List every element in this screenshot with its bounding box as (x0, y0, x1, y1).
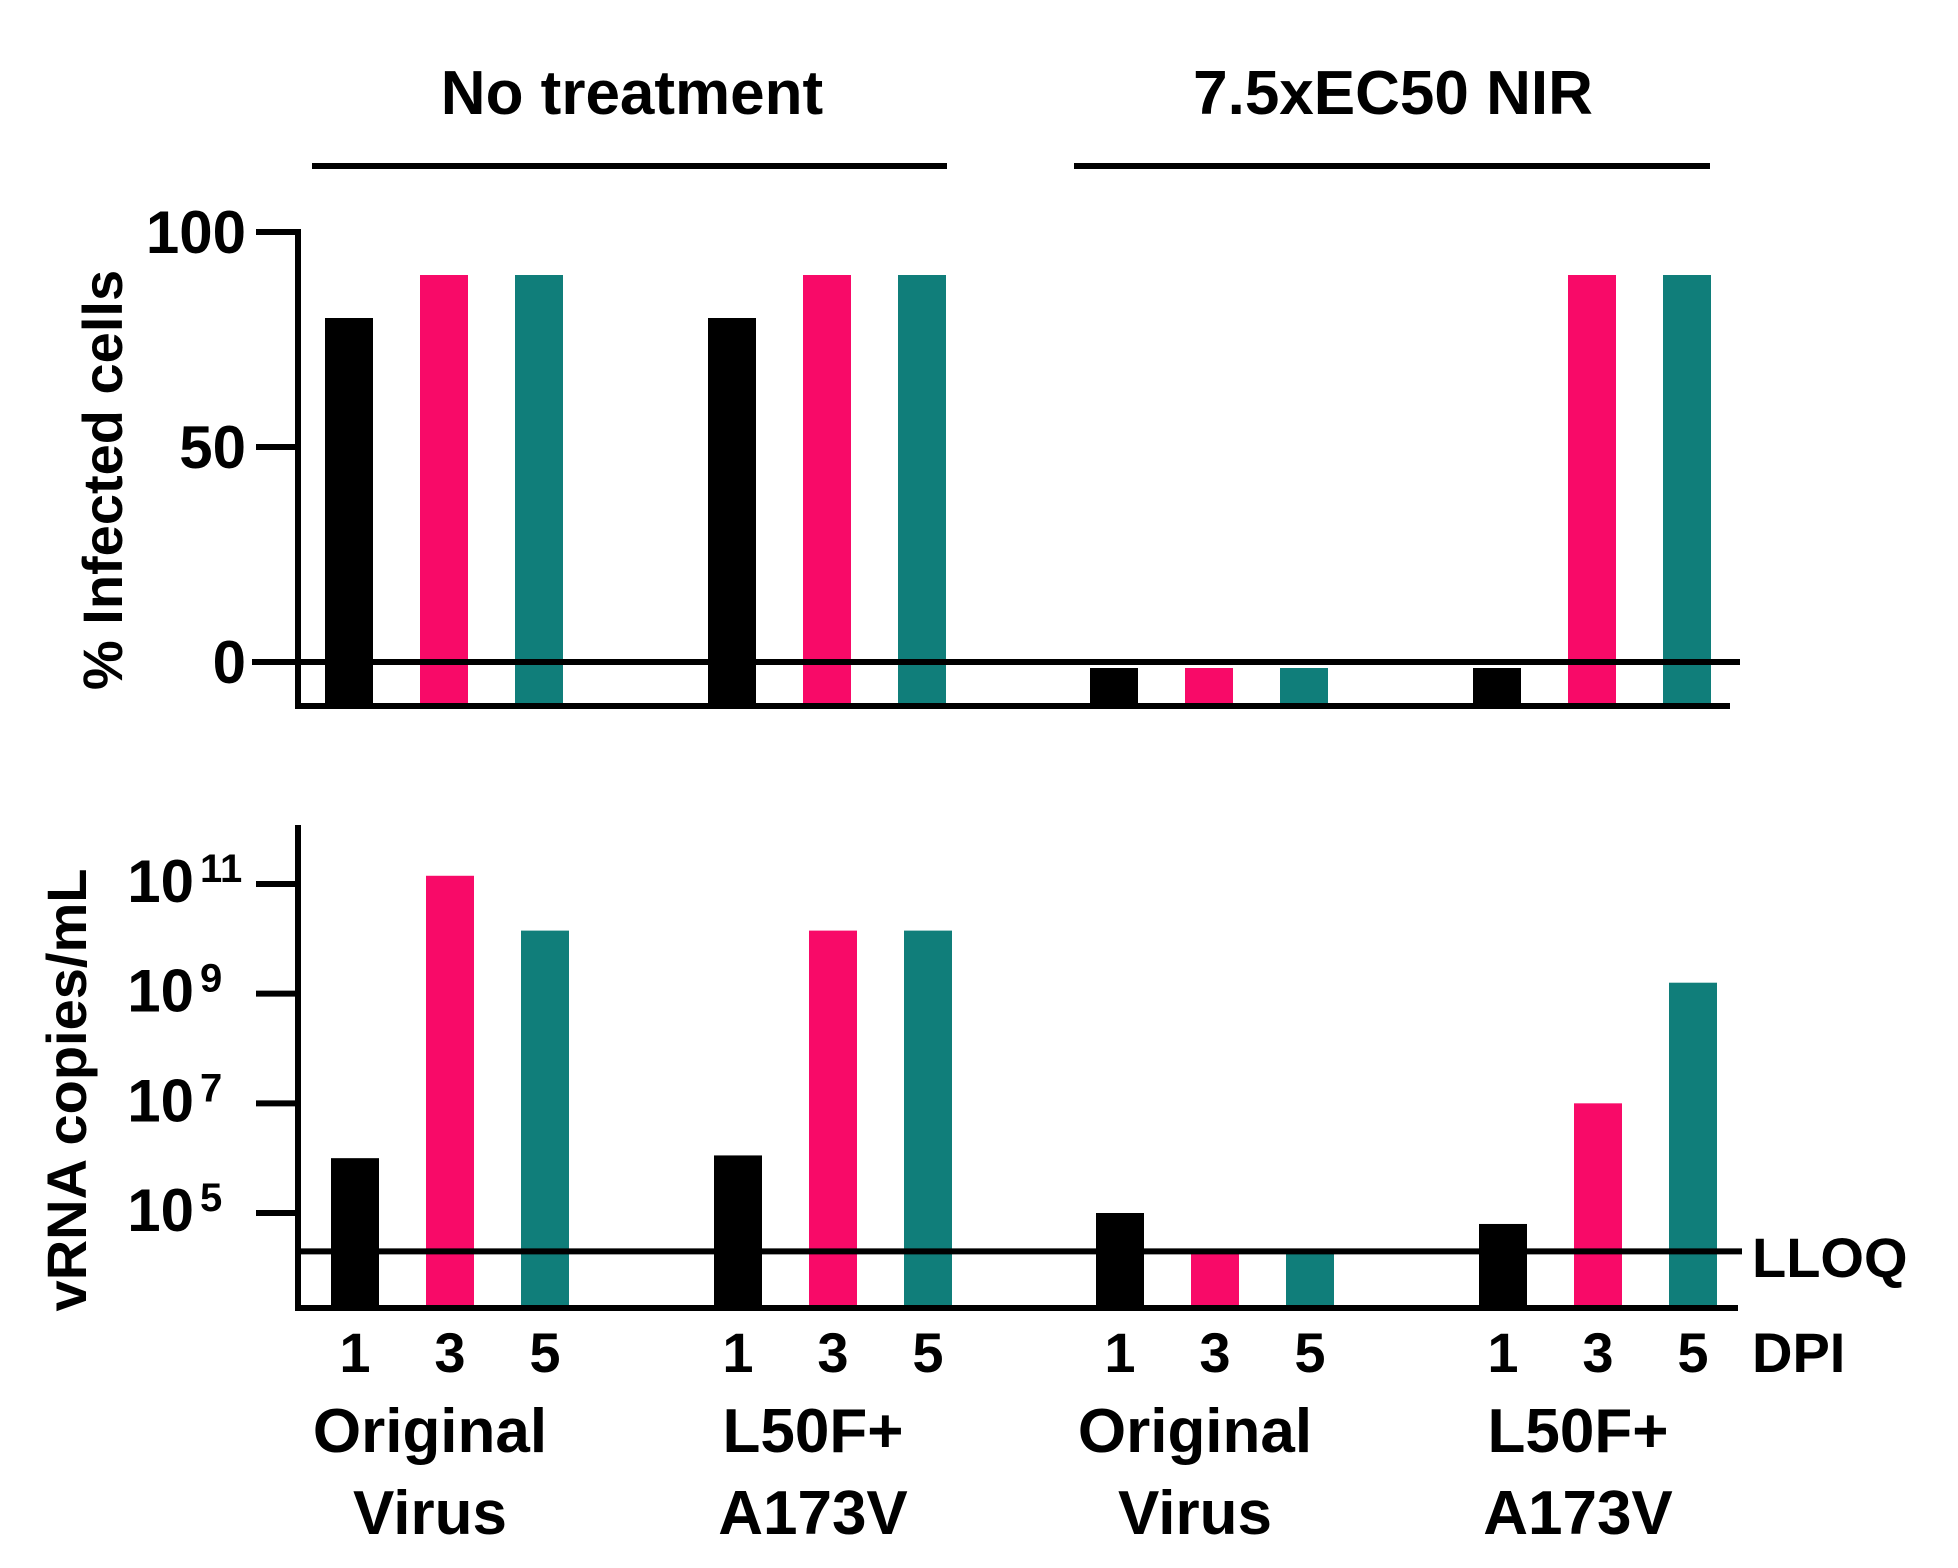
vrna-y-tick-label-9: 10 (127, 958, 194, 1025)
group-title-no-treatment: No treatment (441, 59, 823, 128)
vrna-y-tick-exponent-5: 5 (200, 1176, 222, 1220)
infected-cells-bars (325, 275, 1711, 706)
vrna-y-tick-exponent-7: 7 (200, 1066, 222, 1110)
dpi-tick-labels: 1 3 5 1 3 5 1 3 5 1 3 5 (339, 1321, 1708, 1384)
virus-group-label-line2-3: Virus (1118, 1479, 1272, 1548)
vrna-bar-dpi5-group4 (1669, 982, 1717, 1308)
dpi-label-1-group1: 1 (339, 1321, 370, 1384)
vrna-y-tick-label-5: 10 (127, 1177, 194, 1244)
vrna-bar-dpi3-group1 (426, 875, 474, 1308)
vrna-axes (295, 825, 1742, 1311)
vrna-bars (331, 875, 1717, 1308)
dpi-label-1-group4: 1 (1487, 1321, 1518, 1384)
dpi-label-5-group4: 5 (1677, 1321, 1708, 1384)
infected-bar-dpi1-group4 (1473, 668, 1521, 706)
infected-cells-y-ticks: 0 50 100 (146, 199, 298, 696)
infected-y-tick-label-50: 50 (179, 414, 246, 481)
vrna-y-tick-exponent-9: 9 (200, 957, 222, 1001)
infected-y-tick-label-100: 100 (146, 199, 246, 266)
dpi-label-3-group3: 3 (1199, 1321, 1230, 1384)
dpi-label-1-group3: 1 (1104, 1321, 1135, 1384)
dpi-label-5-group2: 5 (912, 1321, 943, 1384)
infected-bar-dpi1-group1 (325, 318, 373, 706)
infected-bar-dpi5-group3 (1280, 668, 1328, 706)
vrna-y-tick-label-11: 10 (127, 848, 194, 915)
vrna-y-tick-exponent-11: 11 (200, 847, 242, 891)
vrna-bar-dpi5-group3 (1286, 1251, 1334, 1308)
infected-bar-dpi1-group3 (1090, 668, 1138, 706)
dpi-axis-title: DPI (1752, 1321, 1845, 1384)
infected-cells-axis-title: % Infected cells (71, 270, 134, 690)
infected-bar-dpi3-group1 (420, 275, 468, 706)
virus-group-label-line2-4: A173V (1483, 1479, 1673, 1548)
dpi-label-3-group2: 3 (817, 1321, 848, 1384)
group-title-nir: 7.5xEC50 NIR (1193, 59, 1593, 128)
virus-group-labels: Original Virus L50F+ A173V Original Virus L50F… (313, 1397, 1673, 1548)
infected-bar-dpi3-group3 (1185, 668, 1233, 706)
dpi-label-3-group4: 3 (1582, 1321, 1613, 1384)
vrna-bar-dpi1-group1 (331, 1158, 379, 1308)
vrna-bar-dpi5-group1 (521, 930, 569, 1308)
dpi-label-1-group2: 1 (722, 1321, 753, 1384)
infected-bar-dpi5-group4 (1663, 275, 1711, 706)
vrna-bar-dpi3-group4 (1574, 1103, 1622, 1308)
infected-cells-axes (252, 229, 1740, 709)
virus-group-label-line1-1: Original (313, 1397, 547, 1466)
vrna-bar-dpi3-group2 (809, 930, 857, 1308)
vrna-bar-dpi1-group2 (714, 1155, 762, 1308)
vrna-bar-dpi1-group4 (1479, 1223, 1527, 1308)
infected-cells-panel: % Infected cells 0 50 100 (71, 199, 1740, 709)
virus-group-label-line1-2: L50F+ (723, 1397, 904, 1466)
infected-bar-dpi3-group4 (1568, 275, 1616, 706)
dpi-label-3-group1: 3 (434, 1321, 465, 1384)
vrna-bar-dpi5-group2 (904, 930, 952, 1308)
infected-bar-dpi3-group2 (803, 275, 851, 706)
vrna-axis-title: vRNA copies/mL (35, 869, 98, 1312)
infected-bar-dpi1-group2 (708, 318, 756, 706)
infected-y-tick-label-0: 0 (213, 629, 246, 696)
lloq-label: LLOQ (1752, 1226, 1908, 1289)
dpi-label-5-group1: 5 (529, 1321, 560, 1384)
virus-group-label-line2-2: A173V (718, 1479, 908, 1548)
infected-bar-dpi5-group1 (515, 275, 563, 706)
dpi-label-5-group3: 5 (1294, 1321, 1325, 1384)
virus-group-label-line1-3: Original (1078, 1397, 1312, 1466)
virus-group-label-line2-1: Virus (353, 1479, 507, 1548)
vrna-bar-dpi1-group3 (1096, 1213, 1144, 1308)
virus-group-label-line1-4: L50F+ (1488, 1397, 1669, 1466)
vrna-bar-dpi3-group3 (1191, 1251, 1239, 1308)
vrna-y-tick-label-7: 10 (127, 1067, 194, 1134)
infected-bar-dpi5-group2 (898, 275, 946, 706)
